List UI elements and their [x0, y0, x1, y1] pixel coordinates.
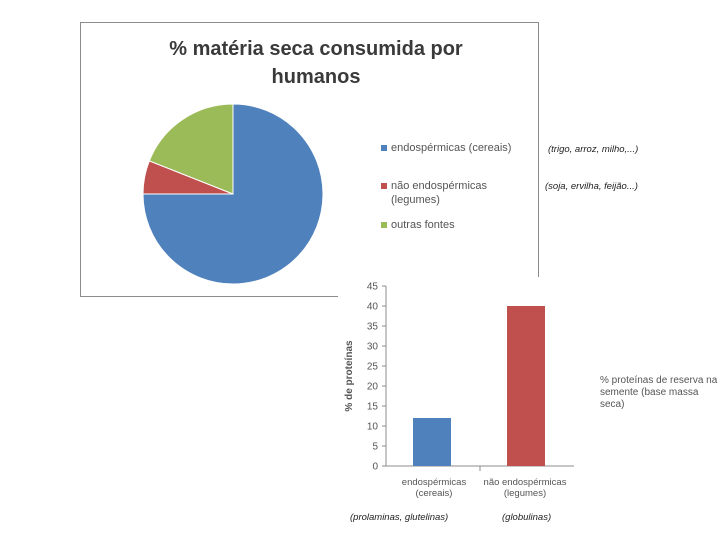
y-tick-label: 40 — [367, 302, 379, 313]
pie-slice-2 — [148, 103, 234, 195]
note-cereais: (trigo, arroz, milho,...) — [548, 144, 639, 155]
legend-label-cereais: endospérmicas (cereais) — [391, 142, 512, 154]
legend-item-legumes: não endospérmicas (legumes) — [381, 179, 516, 207]
legend-label-legumes: não endospérmicas (legumes) — [391, 180, 488, 206]
bar-0 — [413, 418, 451, 466]
y-tick-label: 35 — [367, 322, 379, 333]
y-tick-label: 25 — [367, 362, 379, 373]
y-tick-label: 5 — [372, 442, 378, 453]
y-tick-label: 20 — [367, 382, 379, 393]
y-tick-label: 30 — [367, 342, 379, 353]
y-tick-label: 15 — [367, 402, 379, 413]
legend-item-cereais: endospérmicas (cereais) — [381, 141, 541, 155]
bar-chart: 0 5 10 15 20 25 30 35 40 45 % de proteínas — [344, 282, 574, 473]
pie-chart-title: % matéria seca consumida por humanos — [169, 38, 463, 88]
bar-category-label-cereais: endospérmicas (cereais) — [401, 477, 467, 499]
note-prolaminas: (prolaminas, glutelinas) — [350, 512, 449, 523]
bar-chart-panel: 0 5 10 15 20 25 30 35 40 45 % de proteínas % prote… — [338, 277, 720, 540]
legend-swatch-cereais — [381, 145, 387, 151]
note-globulinas: (globulinas) — [502, 512, 552, 523]
legend-item-outras: outras fontes — [381, 218, 541, 232]
legend-swatch-outras — [381, 222, 387, 228]
pie-chart-panel: % matéria seca consumida por humanos end… — [80, 22, 539, 297]
y-tick-label: 0 — [372, 462, 378, 473]
legend-swatch-legumes — [381, 183, 387, 189]
y-tick-label: 10 — [367, 422, 379, 433]
pie-chart — [142, 103, 324, 285]
bar-1 — [507, 306, 545, 466]
y-axis-label: % de proteínas — [344, 340, 355, 412]
bar-category-label-legumes: não endospérmicas (legumes) — [483, 477, 567, 499]
bar-chart-legend: % proteínas de reserva na semente (base … — [600, 375, 718, 410]
y-tick-label: 45 — [367, 282, 379, 293]
legend-label-outras: outras fontes — [391, 219, 455, 231]
note-legumes: (soja, ervilha, feijão...) — [545, 181, 638, 192]
